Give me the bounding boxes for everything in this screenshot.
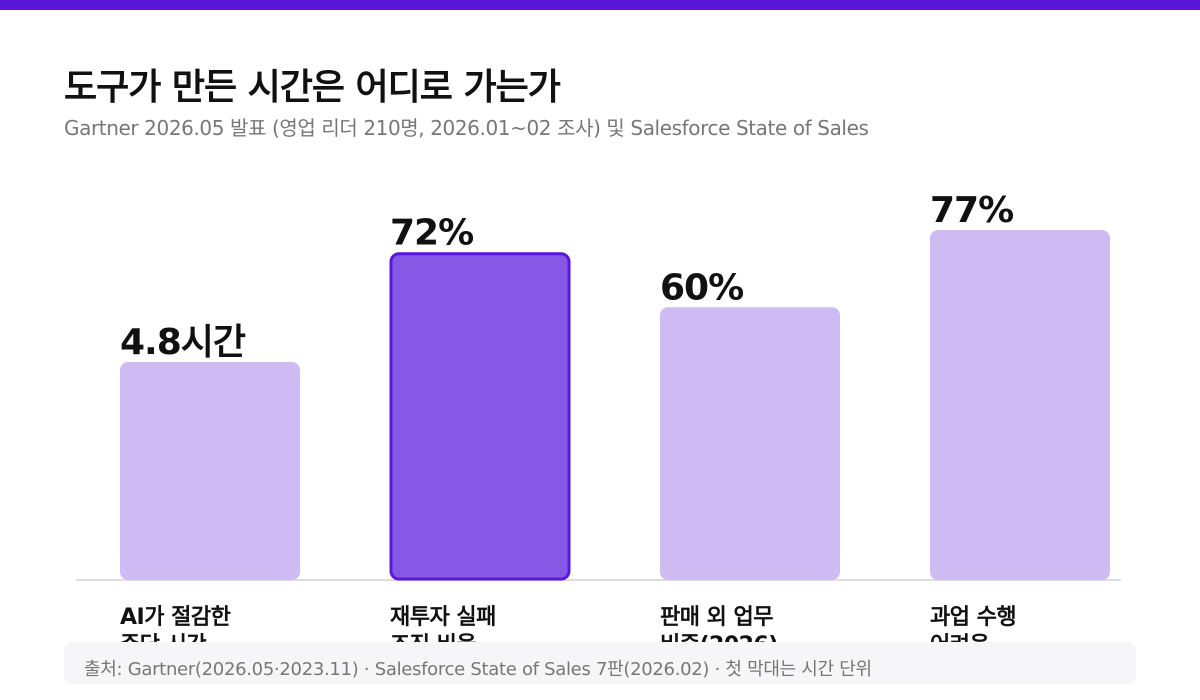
bar-chart: 4.8시간 AI가 절감한주당 시간 72% 재투자 실패조직 비율 60% 판매 외 업… xyxy=(76,190,1121,642)
chart-subtitle: Gartner 2026.05 발표 (영업 리더 210명, 2026.01~… xyxy=(64,116,869,140)
value-label-3: 60% xyxy=(660,267,743,308)
source-footer: 출처: Gartner(2026.05·2023.11) · Salesforc… xyxy=(64,642,1136,684)
bar-3 xyxy=(660,307,840,580)
value-label-4: 77% xyxy=(930,190,1013,231)
value-label-1: 4.8시간 xyxy=(120,322,246,363)
bar-2 xyxy=(389,252,571,581)
category-label-2-line-2: 조직 비율 xyxy=(390,633,476,642)
category-label-4-line-2: 어려움 xyxy=(930,633,989,642)
category-label-3-line-1: 판매 외 업무 xyxy=(660,605,773,630)
category-label-1-line-1: AI가 절감한 xyxy=(120,605,231,630)
source-note: 출처: Gartner(2026.05·2023.11) · Salesforc… xyxy=(84,659,872,680)
category-label-2-line-1: 재투자 실패 xyxy=(390,605,496,630)
category-label-1-line-2: 주당 시간 xyxy=(120,633,206,642)
chart-title: 도구가 만든 시간은 어디로 가는가 xyxy=(64,67,561,108)
value-label-2: 72% xyxy=(390,213,473,254)
top-accent-bar xyxy=(0,0,1200,10)
bar-1 xyxy=(120,362,300,580)
category-label-4-line-1: 과업 수행 xyxy=(930,605,1016,630)
category-label-3-line-2: 비중(2026) xyxy=(660,633,778,642)
bar-4 xyxy=(930,230,1110,580)
